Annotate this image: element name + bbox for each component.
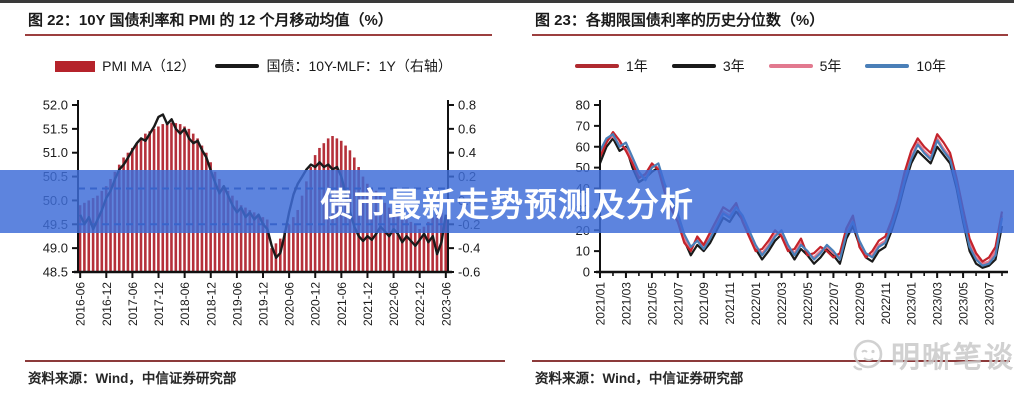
svg-text:10: 10: [576, 244, 590, 259]
pmi-bar-swatch-icon: [55, 60, 96, 72]
svg-text:2022/05: 2022/05: [801, 282, 815, 326]
right-source-rule: [532, 360, 1010, 362]
watermark-text: 明晰笔谈: [891, 342, 1014, 374]
svg-text:2021/07: 2021/07: [671, 282, 685, 326]
legend-item-3y: 3年: [671, 56, 745, 76]
spread-line-swatch-icon: [215, 64, 260, 68]
right-source-text: 资料来源：Wind，中信证券研究部: [535, 371, 744, 386]
svg-text:2021/09: 2021/09: [697, 282, 711, 326]
line-1y-swatch-icon: [575, 64, 620, 68]
left-chart-title: 图 22：10Y 国债利率和 PMI 的 12 个月移动均值（%）: [28, 12, 393, 29]
svg-text:2017-06: 2017-06: [126, 282, 140, 326]
line-10y-swatch-icon: [865, 64, 910, 68]
svg-text:0.4: 0.4: [458, 145, 476, 160]
svg-text:2021/01: 2021/01: [594, 282, 608, 326]
svg-text:52.0: 52.0: [43, 98, 68, 113]
svg-text:2021-06: 2021-06: [335, 282, 349, 326]
svg-text:2023/05: 2023/05: [957, 282, 971, 326]
legend-item-1y: 1年: [575, 56, 648, 76]
svg-text:51.5: 51.5: [43, 121, 68, 136]
left-source-rule: [25, 360, 505, 362]
svg-text:48.5: 48.5: [43, 265, 68, 280]
legend-item-spread: 国债：10Y-MLF：1Y（右轴）: [215, 56, 452, 76]
svg-text:0.6: 0.6: [458, 121, 476, 136]
svg-text:2020-06: 2020-06: [283, 282, 297, 326]
svg-text:2019-06: 2019-06: [230, 282, 244, 326]
svg-text:2016-12: 2016-12: [100, 282, 114, 326]
right-chart-title: 图 23：各期限国债利率的历史分位数（%）: [535, 12, 825, 29]
legend-label-pmi: PMI MA（12）: [102, 58, 196, 74]
svg-text:2023/03: 2023/03: [931, 282, 945, 326]
legend-label-5y: 5年: [819, 58, 842, 74]
svg-text:2022/03: 2022/03: [775, 282, 789, 326]
svg-text:2022-12: 2022-12: [413, 282, 427, 326]
legend-item-10y: 10年: [865, 56, 946, 76]
svg-text:70: 70: [576, 118, 590, 133]
svg-text:0.8: 0.8: [458, 98, 476, 113]
svg-text:60: 60: [576, 139, 590, 154]
watermark: 明晰笔谈: [848, 334, 1014, 376]
legend-label-1y: 1年: [626, 58, 648, 74]
svg-text:49.0: 49.0: [43, 241, 68, 256]
legend-item-5y: 5年: [768, 56, 842, 76]
svg-text:2018-12: 2018-12: [204, 282, 218, 326]
line-3y-swatch-icon: [671, 64, 716, 68]
watermark-face-icon: [853, 339, 883, 371]
legend-label-10y: 10年: [916, 58, 946, 74]
line-5y-swatch-icon: [768, 64, 813, 68]
right-title-rule: [532, 34, 1008, 36]
svg-text:51.0: 51.0: [43, 145, 68, 160]
headline-banner: 债市最新走势预测及分析: [0, 170, 1014, 233]
svg-text:-0.6: -0.6: [458, 265, 480, 280]
top-divider: [0, 0, 1014, 3]
svg-text:2023-06: 2023-06: [439, 282, 453, 326]
svg-text:2022/09: 2022/09: [853, 282, 867, 326]
headline-banner-text: 债市最新走势预测及分析: [320, 185, 694, 223]
svg-text:2023/01: 2023/01: [905, 282, 919, 326]
svg-text:2017-12: 2017-12: [152, 282, 166, 326]
svg-text:2023/07: 2023/07: [983, 282, 997, 326]
svg-text:2018-06: 2018-06: [178, 282, 192, 326]
left-source-text: 资料来源：Wind，中信证券研究部: [28, 371, 237, 386]
svg-text:2021/03: 2021/03: [619, 282, 633, 326]
svg-text:2022/11: 2022/11: [879, 282, 893, 325]
legend-label-3y: 3年: [722, 58, 745, 74]
svg-text:0: 0: [583, 265, 590, 280]
svg-text:2021-12: 2021-12: [361, 282, 375, 326]
left-title-rule: [25, 34, 492, 36]
svg-text:2019-12: 2019-12: [257, 282, 271, 326]
svg-text:2021/05: 2021/05: [645, 282, 659, 326]
svg-text:2021/11: 2021/11: [723, 282, 737, 325]
svg-text:2016-06: 2016-06: [74, 282, 88, 326]
svg-text:-0.4: -0.4: [458, 241, 480, 256]
legend-item-pmi: PMI MA（12）: [55, 56, 195, 76]
right-chart-legend: 1年 3年 5年 10年: [507, 56, 1014, 76]
left-chart-legend: PMI MA（12） 国债：10Y-MLF：1Y（右轴）: [0, 56, 507, 76]
svg-text:80: 80: [576, 98, 590, 113]
svg-text:2022/01: 2022/01: [749, 282, 763, 326]
legend-label-spread: 国债：10Y-MLF：1Y（右轴）: [266, 58, 452, 74]
svg-text:2022-06: 2022-06: [387, 282, 401, 326]
svg-text:2020-12: 2020-12: [309, 282, 323, 326]
svg-text:2022/07: 2022/07: [827, 282, 841, 326]
